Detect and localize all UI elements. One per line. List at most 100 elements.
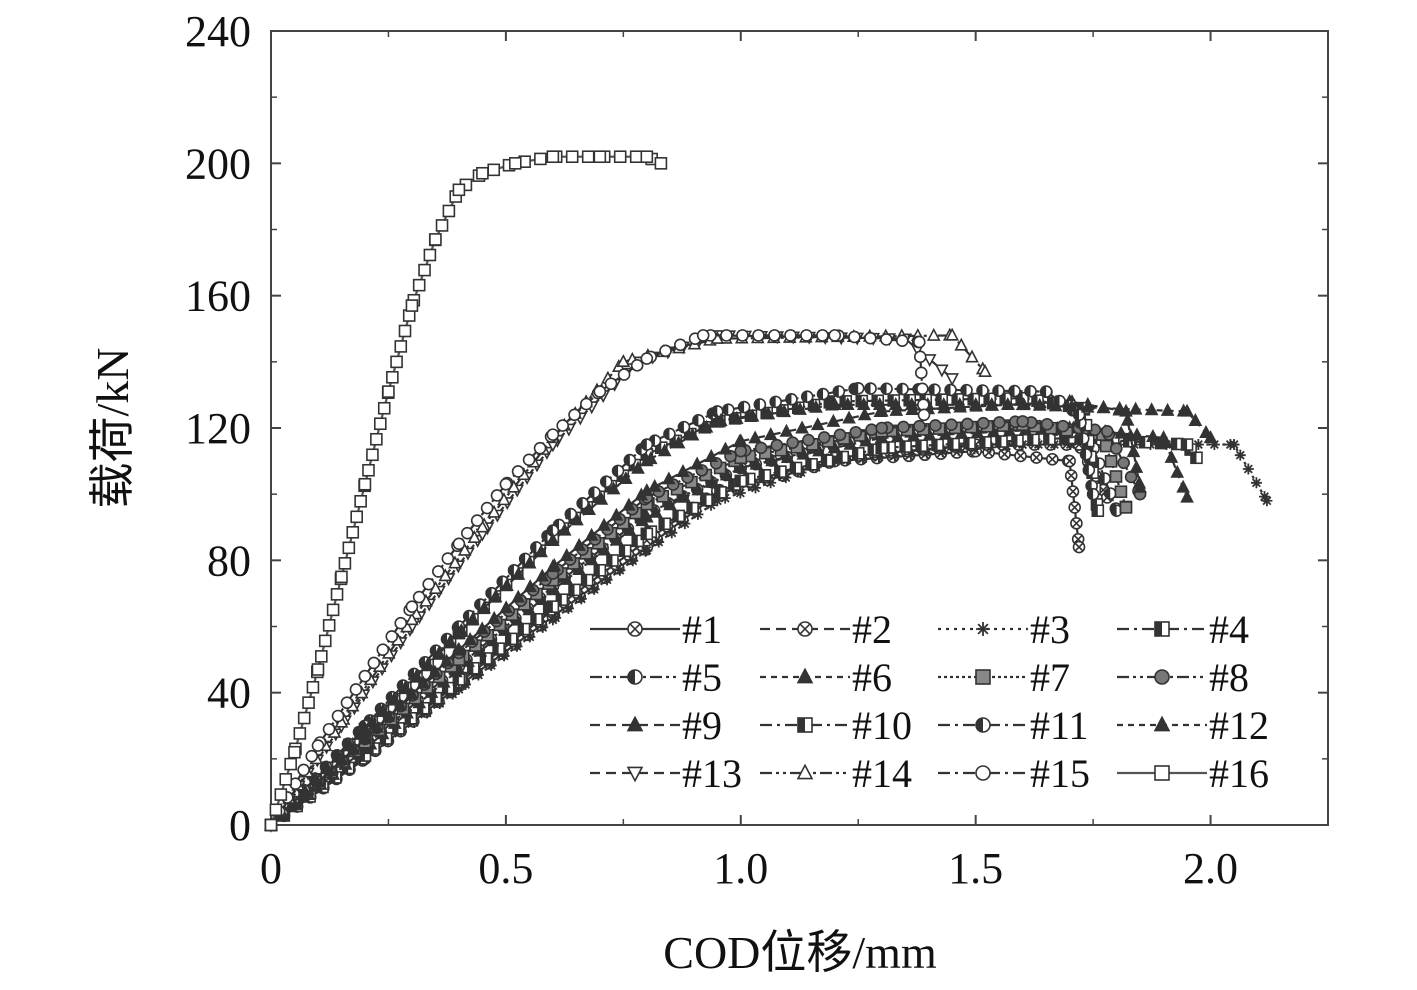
data-point <box>926 327 941 341</box>
data-point <box>511 589 526 603</box>
data-point <box>935 364 949 378</box>
data-point <box>993 416 1006 429</box>
data-point <box>647 478 662 492</box>
data-point <box>629 150 643 164</box>
data-point <box>921 447 933 459</box>
data-point <box>338 557 352 570</box>
data-point <box>802 433 815 447</box>
data-point <box>555 593 569 606</box>
data-point <box>511 640 523 652</box>
legend-marker <box>975 765 991 781</box>
data-point <box>614 564 626 576</box>
data-point <box>1068 501 1081 514</box>
data-point <box>640 438 654 451</box>
data-point <box>1100 425 1114 438</box>
data-point <box>1030 451 1043 464</box>
data-point <box>537 621 549 633</box>
data-point <box>556 419 570 432</box>
data-point <box>331 748 345 762</box>
legend-marker <box>1154 621 1170 637</box>
data-point <box>1066 485 1080 498</box>
data-point <box>492 642 505 655</box>
data-point <box>297 711 311 725</box>
data-point <box>770 438 784 452</box>
data-point <box>630 359 644 372</box>
data-point <box>487 163 501 177</box>
data-point <box>810 417 825 431</box>
data-point <box>575 593 587 605</box>
data-point <box>710 413 725 427</box>
data-point <box>460 526 474 540</box>
data-point <box>857 407 872 421</box>
data-point <box>1079 448 1093 461</box>
data-point <box>546 524 560 537</box>
data-point <box>565 150 579 164</box>
data-point <box>490 489 504 502</box>
data-point <box>500 578 514 591</box>
data-point <box>340 696 354 710</box>
legend-label: #15 <box>1030 751 1090 796</box>
legend-marker <box>1154 669 1170 685</box>
legend-item-10: #10 <box>760 703 912 748</box>
data-point <box>475 621 489 635</box>
data-point <box>840 397 855 411</box>
data-point <box>618 471 633 485</box>
data-point <box>530 612 543 626</box>
data-point <box>562 602 574 614</box>
data-point <box>1133 479 1147 493</box>
data-point <box>358 669 372 683</box>
data-point <box>1144 402 1159 416</box>
data-point <box>476 166 489 180</box>
data-point <box>405 600 419 613</box>
data-point <box>979 436 992 449</box>
legend-item-3: #3 <box>938 607 1070 652</box>
data-point <box>452 625 466 639</box>
data-point <box>580 573 594 587</box>
data-point <box>588 486 601 499</box>
data-point <box>475 519 490 533</box>
data-point <box>354 494 367 508</box>
data-point <box>714 486 727 499</box>
data-point <box>441 552 455 565</box>
data-point <box>1076 432 1090 445</box>
data-point <box>1000 397 1015 411</box>
data-point <box>504 632 518 646</box>
data-point <box>977 416 990 430</box>
y-tick-label: 40 <box>207 669 251 718</box>
data-point <box>649 504 663 518</box>
data-point <box>816 329 829 342</box>
data-point <box>452 641 466 655</box>
data-point <box>376 702 390 716</box>
legend-label: #5 <box>682 655 722 700</box>
data-point <box>593 563 607 577</box>
data-point <box>534 544 548 558</box>
data-point <box>465 611 480 625</box>
data-point <box>1128 401 1143 415</box>
data-point <box>428 664 442 678</box>
data-point <box>897 420 910 434</box>
legend-label: #8 <box>1209 655 1249 700</box>
legend-label: #6 <box>852 655 892 700</box>
legend: #1 #2 #3 #4 #5 #6 #7 #8 #9 #10 #11 #12 #13 #14 #15 #16 <box>590 607 1269 796</box>
data-point <box>1098 472 1111 485</box>
legend-item-2: #2 <box>760 607 892 652</box>
x-tick-label: 1.5 <box>948 844 1003 893</box>
legend-marker <box>976 622 990 636</box>
data-point <box>1176 479 1190 493</box>
data-point <box>564 507 578 521</box>
data-point <box>487 610 501 624</box>
data-point <box>851 447 865 460</box>
data-point <box>1091 504 1105 518</box>
data-point <box>293 727 307 740</box>
data-point <box>826 413 841 427</box>
data-point <box>604 377 618 391</box>
data-point <box>1203 430 1218 444</box>
data-point <box>350 510 363 524</box>
data-point <box>387 691 401 705</box>
data-point <box>785 392 798 406</box>
data-point <box>297 763 310 777</box>
data-point <box>627 555 639 567</box>
legend-label: #1 <box>682 607 722 652</box>
data-point <box>663 427 676 441</box>
data-point <box>720 329 733 342</box>
